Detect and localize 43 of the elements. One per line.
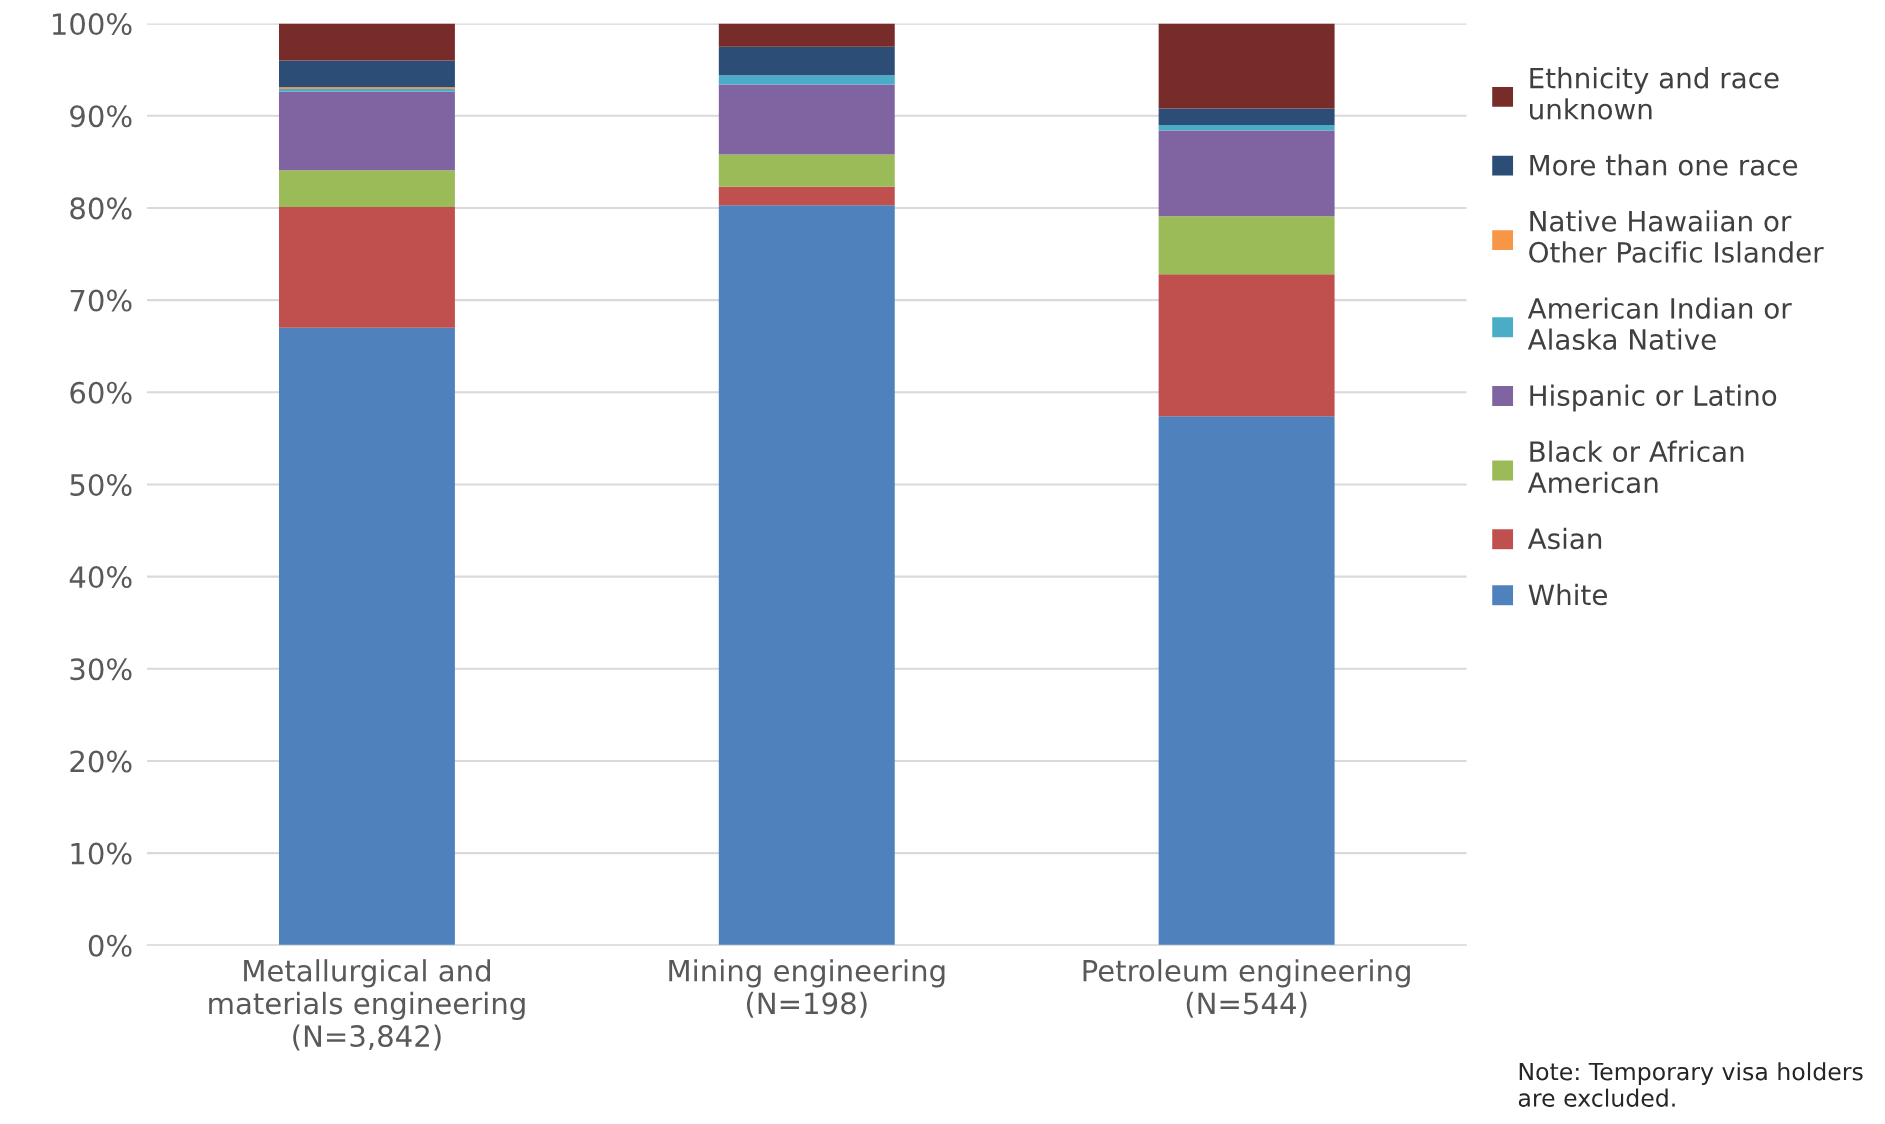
bar (718, 186, 895, 206)
y-tick-label: 50% (70, 473, 132, 496)
y-tick-label: 10% (71, 842, 132, 865)
bar (718, 46, 895, 76)
bar (278, 327, 455, 946)
bar (718, 154, 895, 187)
legend-label: Black or African American (1527, 440, 1744, 494)
bar (1158, 416, 1335, 946)
x-tick-label: Petroleum engineering (N=544) (1083, 959, 1410, 1018)
bar (1158, 130, 1335, 217)
bar (718, 75, 895, 85)
bar (718, 23, 895, 47)
bar (278, 91, 455, 171)
bar (718, 205, 895, 946)
y-tick-label: 60% (70, 381, 132, 404)
legend-label: More than one race (1530, 154, 1798, 176)
y-tick-label: 70% (70, 289, 132, 312)
y-tick-label: 90% (70, 105, 132, 128)
legend-label: White (1528, 583, 1607, 606)
bar (278, 207, 455, 328)
bar (1158, 108, 1335, 125)
text: Note: Temporary visa holders are excluded. (1518, 1062, 1863, 1107)
y-tick-label: 30% (70, 658, 132, 681)
bar (278, 23, 455, 61)
bar (278, 170, 455, 208)
y-tick-label: 40% (69, 566, 132, 589)
bar (1158, 274, 1335, 417)
y-tick-label: 100% (52, 13, 132, 36)
x-tick-label: Metallurgical and materials engineering (N=3,842) (209, 959, 525, 1051)
bar (1158, 23, 1335, 109)
y-tick-label: 20% (70, 750, 132, 773)
y-tick-label: 0% (88, 934, 132, 957)
bar (1158, 216, 1335, 275)
bar (278, 60, 455, 88)
bar (1158, 124, 1335, 131)
y-tick-label: 80% (70, 197, 132, 220)
legend-label: Asian (1527, 527, 1602, 550)
legend-label: Ethnicity and race unknown (1530, 67, 1779, 120)
legend-label: Hispanic or Latino (1530, 384, 1777, 412)
legend-label: Native Hawaiian or Other Pacific Islander (1529, 210, 1824, 263)
bar (718, 84, 895, 155)
legend-label: American Indian or Alaska Native (1527, 297, 1792, 351)
x-tick-label: Mining engineering (N=198) (669, 959, 945, 1018)
